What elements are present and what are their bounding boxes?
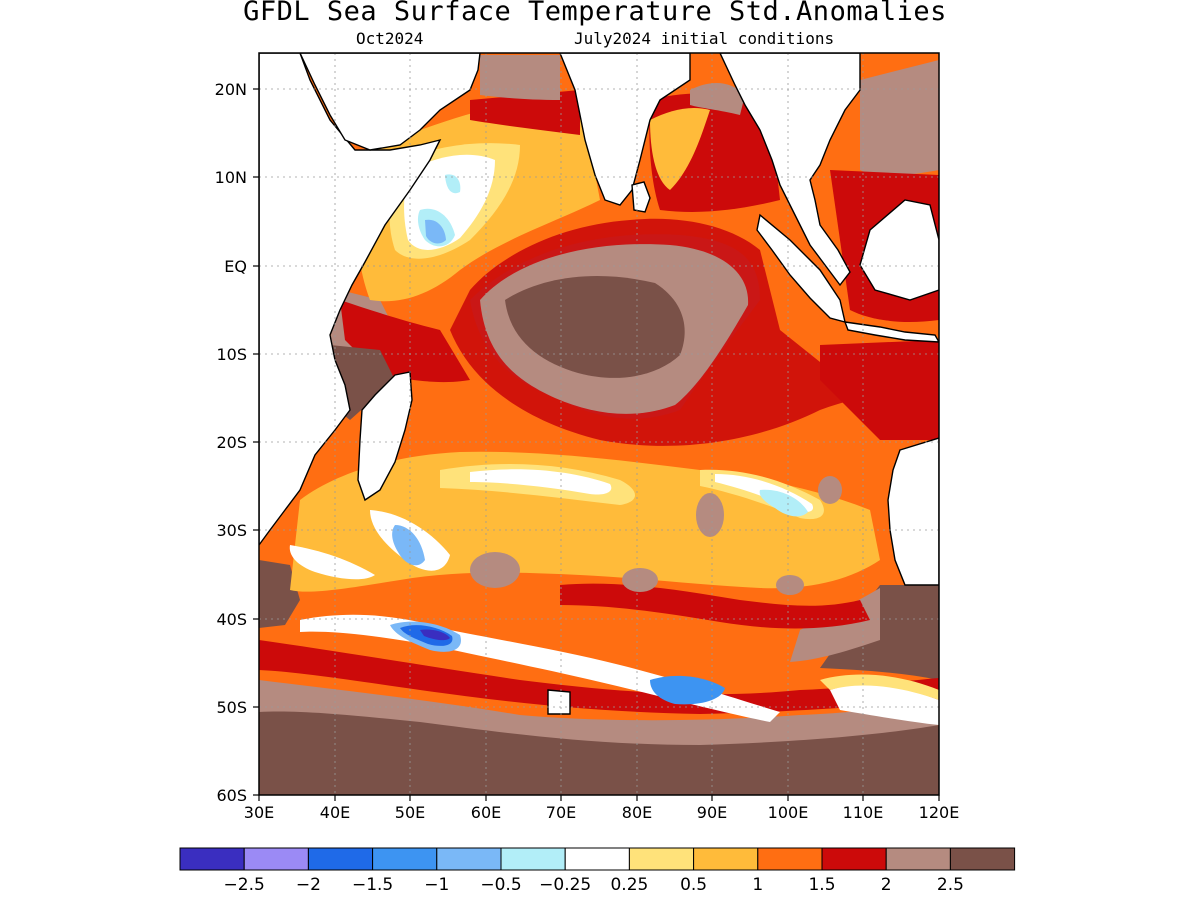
se-yellow-band: [820, 674, 939, 700]
lat-label: 10S: [216, 345, 247, 364]
southern-light-brown: [259, 680, 939, 745]
north-arabian-brown: [480, 55, 560, 100]
colorbar-swatch: [885, 847, 951, 871]
lon-label: 70E: [546, 803, 576, 822]
eddy-4: [622, 568, 658, 592]
sumatra-land: [756, 213, 846, 323]
colorbar-swatch: [243, 847, 309, 871]
eddy-1: [470, 552, 520, 588]
eddy-2: [696, 493, 724, 537]
colorbar-swatch: [757, 847, 823, 871]
java-land: [843, 321, 939, 343]
lon-label: 40E: [320, 803, 350, 822]
eddy-5: [776, 575, 804, 595]
graticule: [259, 53, 939, 795]
southern-ocean-anomaly: [259, 700, 939, 795]
colorbar-label: 1.5: [808, 875, 835, 895]
landmasses: [259, 53, 939, 715]
colorbar-label: 2: [881, 875, 892, 895]
colorbar-swatch: [307, 847, 374, 871]
borneo-land: [859, 199, 939, 301]
forecast-month: Oct2024: [356, 29, 424, 48]
colorbar-label: −1: [424, 875, 449, 895]
myanmar-malaysia-land: [719, 53, 861, 287]
kerguelen-land: [547, 689, 571, 715]
colorbar-swatch: [179, 847, 245, 871]
colorbar: −2.5 −2 −1.5 −1 −0.5 −0.25 0.25 0.5 1 1.5 2 2.5: [179, 847, 1016, 895]
lon-label: 110E: [843, 803, 884, 822]
lat-label: 60S: [216, 786, 247, 805]
africa-land: [259, 53, 442, 547]
colorbar-label: 1: [752, 875, 763, 895]
colorbar-swatch: [436, 847, 502, 871]
light-blue-patch-east: [759, 489, 808, 517]
colorbar-swatch: [821, 847, 887, 871]
sri-lanka-land: [631, 181, 651, 213]
latitude-labels: 20N 10N EQ 10S 20S 30S 40S 50S 60S: [215, 80, 247, 805]
initial-conditions: July2024 initial conditions: [574, 29, 835, 48]
tick-marks: [253, 88, 940, 801]
subtropical-white-streak-1: [470, 469, 612, 495]
colorbar-label: 2.5: [937, 875, 964, 895]
colorbar-label: 0.25: [610, 875, 648, 895]
southwest-brown: [259, 560, 300, 628]
lon-label: 60E: [471, 803, 501, 822]
bay-of-bengal-brown: [690, 83, 745, 115]
lat-label: EQ: [224, 257, 247, 276]
colorbar-swatch: [500, 847, 566, 871]
longitude-labels: 30E 40E 50E 60E 70E 80E 90E 100E 110E 12…: [244, 803, 960, 822]
lat-label: 20S: [216, 433, 247, 452]
plot-frame: [258, 52, 940, 796]
colorbar-label: 0.5: [680, 875, 707, 895]
colorbar-label: −2.5: [224, 875, 265, 895]
south-blue-patch-east: [650, 675, 725, 705]
arabian-sea-skyblue: [425, 219, 446, 244]
lat-label: 10N: [215, 168, 247, 187]
bay-of-bengal-amber: [650, 108, 710, 190]
lon-label: 100E: [768, 803, 809, 822]
east-indonesia-brown: [860, 60, 939, 176]
colorbar-label: −2: [296, 875, 321, 895]
central-brown-core: [505, 276, 685, 378]
lat-label: 50S: [216, 698, 247, 717]
lat-label: 20N: [215, 80, 247, 99]
india-land: [559, 53, 691, 206]
colorbar-swatch: [564, 847, 630, 871]
anomaly-field: [259, 53, 939, 795]
mid-red-band: [560, 583, 870, 629]
se-white-band: [830, 684, 939, 725]
south-violet-core: [420, 629, 450, 641]
lon-label: 90E: [697, 803, 727, 822]
lon-label: 120E: [919, 803, 960, 822]
colorbar-swatch: [949, 847, 1016, 871]
lon-label: 50E: [395, 803, 425, 822]
colorbar-label: −0.25: [539, 875, 591, 895]
eddy-3: [818, 476, 842, 504]
madagascar-land: [357, 371, 413, 502]
south-red-band: [259, 640, 939, 714]
colorbar-swatch: [693, 847, 759, 871]
north-arabian-red: [470, 90, 580, 135]
colorbar-swatch: [372, 847, 438, 871]
lat-label: 30S: [216, 521, 247, 540]
lon-label: 80E: [622, 803, 652, 822]
map-title: GFDL Sea Surface Temperature Std.Anomali…: [243, 0, 947, 27]
lat-label: 40S: [216, 610, 247, 629]
east-red-region: [820, 340, 939, 440]
colorbar-swatch: [628, 847, 695, 871]
colorbar-label: −1.5: [352, 875, 393, 895]
sw-blue-patch: [392, 525, 425, 566]
lon-label: 30E: [244, 803, 274, 822]
australia-land: [887, 437, 939, 586]
arabian-sea-cyan-north: [445, 174, 461, 194]
colorbar-label: −0.5: [480, 875, 521, 895]
sw-white-streak: [289, 545, 375, 580]
